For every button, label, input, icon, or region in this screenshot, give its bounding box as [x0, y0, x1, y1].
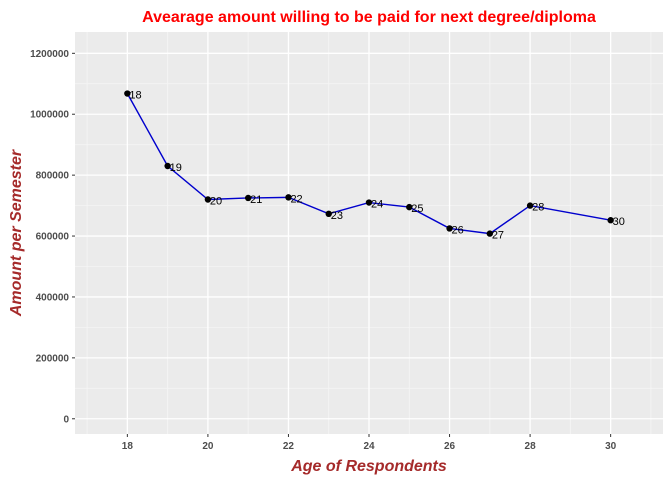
- x-tick-label: 28: [525, 441, 537, 452]
- data-point: [124, 90, 131, 97]
- y-tick-label: 800000: [36, 171, 70, 182]
- data-point: [365, 199, 373, 206]
- data-label: 19: [170, 162, 182, 174]
- x-tick-label: 20: [202, 441, 214, 452]
- data-point: [244, 194, 252, 202]
- data-label: 23: [331, 210, 343, 222]
- x-tick-label: 24: [363, 441, 375, 452]
- data-label: 26: [452, 224, 464, 236]
- data-label: 30: [613, 216, 625, 228]
- x-axis: 18 20 22 24 26 28 30: [122, 434, 617, 452]
- x-tick-label: 18: [122, 441, 134, 452]
- data-point: [204, 196, 212, 203]
- y-tick-label: 600000: [36, 232, 70, 243]
- data-label: 20: [210, 196, 222, 208]
- data-label: 18: [129, 90, 141, 102]
- data-label: 28: [532, 202, 544, 214]
- data-label: 24: [371, 199, 383, 211]
- data-point: [526, 202, 534, 209]
- data-label: 22: [290, 193, 302, 205]
- data-label: 27: [492, 230, 504, 242]
- data-point: [486, 230, 494, 237]
- series-layer: 18 19 20 21 22 23 24 25 26 27 28 30: [124, 90, 625, 242]
- data-point: [285, 194, 292, 201]
- y-axis-title: Amount per Semester: [8, 149, 25, 317]
- grid-major: [75, 32, 663, 434]
- y-tick-label: 0: [63, 414, 69, 425]
- x-axis-title: Age of Respondents: [290, 458, 447, 475]
- data-label: 25: [411, 203, 423, 215]
- y-tick-label: 1200000: [30, 49, 69, 60]
- data-point: [607, 217, 614, 224]
- data-label: 21: [250, 194, 262, 206]
- chart-title: Avearage amount willing to be paid for n…: [142, 9, 596, 26]
- y-axis: 0 200000 400000 600000 800000 1000000 1200000: [30, 49, 75, 425]
- data-point: [325, 210, 332, 218]
- y-tick-label: 400000: [36, 292, 70, 303]
- data-point: [446, 225, 453, 232]
- x-tick-label: 26: [444, 441, 456, 452]
- y-tick-label: 200000: [36, 353, 70, 364]
- series-line: [126, 93, 611, 235]
- x-tick-label: 30: [605, 441, 617, 452]
- data-point: [406, 203, 413, 211]
- y-tick-label: 1000000: [30, 110, 69, 121]
- x-tick-label: 22: [283, 441, 295, 452]
- data-point: [164, 162, 171, 170]
